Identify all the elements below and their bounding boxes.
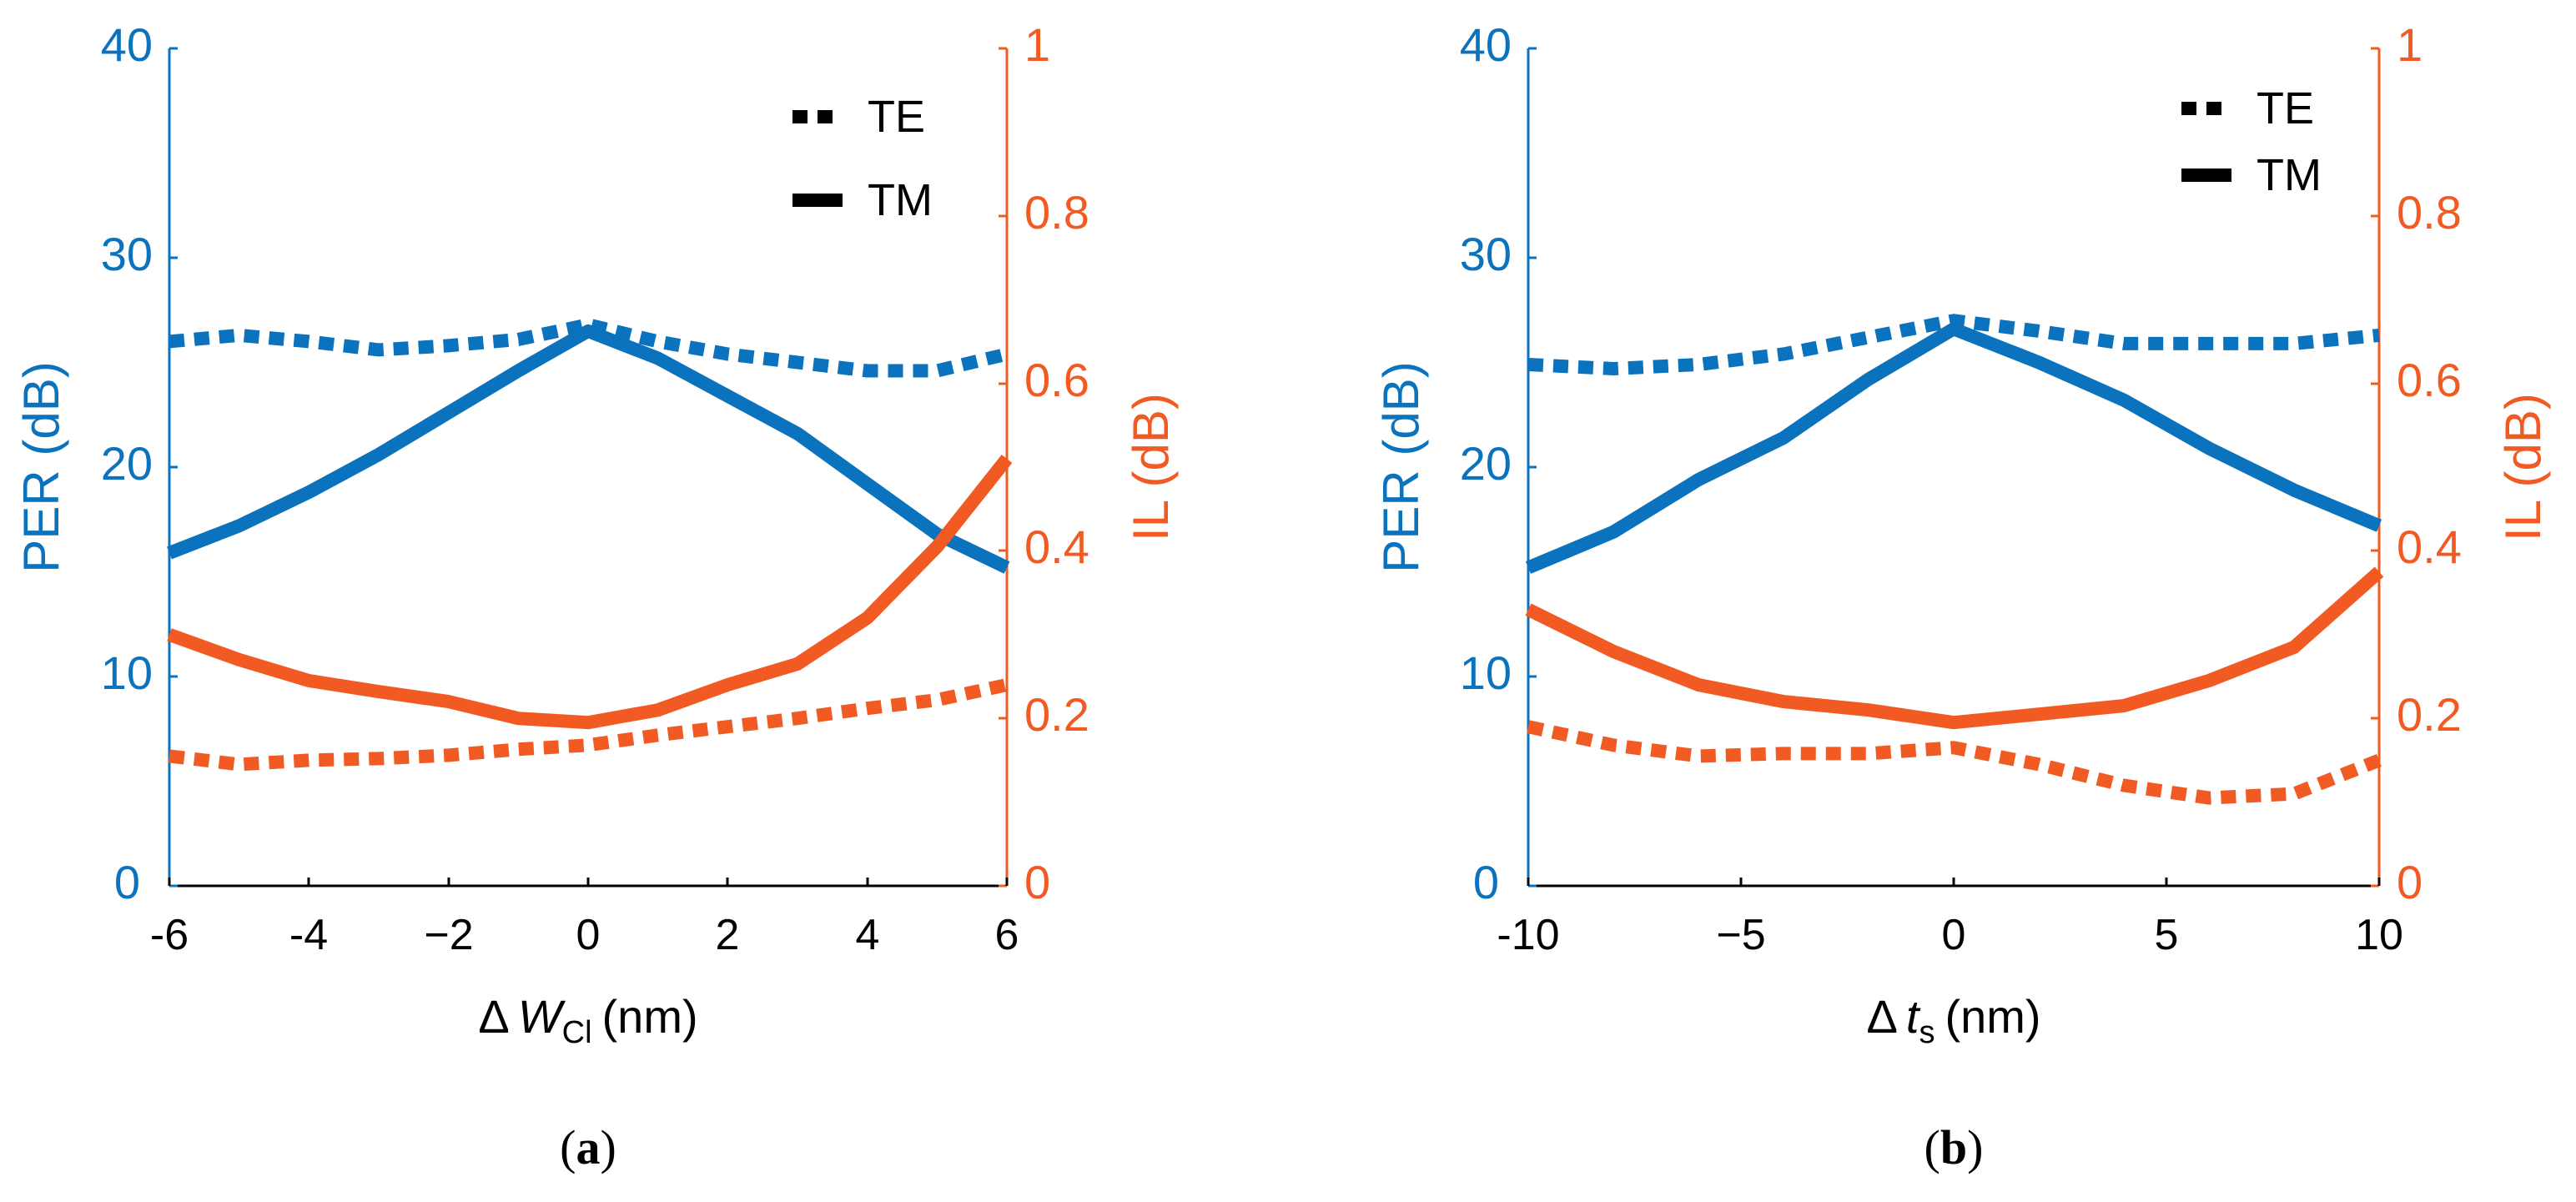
panel-a-x-tick-label: −2 [424, 911, 473, 959]
panel-a-x-axis-label: Δ WCl (nm) [478, 990, 697, 1050]
panel-b-legend-tm-label: TM [2257, 150, 2322, 200]
panel-a-left-tick-label: 40 [101, 18, 153, 71]
panel-b-right-tick-label: 1 [2397, 18, 2423, 71]
panel-a-per-te-line [169, 318, 1009, 378]
panel-b-x-tick-label: 0 [1942, 911, 1966, 959]
panel-b-x-tick-label: −5 [1716, 911, 1765, 959]
panel-a-per-axis-label: PER (dB) [13, 361, 69, 572]
panel-b-left-tick-label: 20 [1460, 437, 1512, 490]
panel-a-x-ticks: -6 -4 −2 0 2 4 6 [150, 878, 1019, 959]
panel-a-left-tick-label: 20 [101, 437, 153, 490]
panel-a-right-tick-label: 0.6 [1024, 354, 1089, 406]
panel-b-right-tick-label: 0.6 [2397, 354, 2462, 406]
panel-b: 0 10 20 30 40 0 0.2 0.4 0.6 0.8 1 - [1373, 18, 2551, 1174]
panel-a-il-te-line [169, 678, 1009, 772]
panel-b-x-label-prefix: Δ [1866, 990, 1897, 1043]
panel-b-x-label-sub: s [1919, 1015, 1935, 1050]
panel-a-x-label-prefix: Δ [478, 990, 509, 1043]
panel-a-right-tick-label: 0.8 [1024, 186, 1089, 239]
panel-a-left-ticks: 0 10 20 30 40 [101, 18, 178, 908]
panel-a-legend-tm-label: TM [868, 175, 933, 225]
panel-b-per-axis-label: PER (dB) [1373, 361, 1429, 572]
panel-a-plot-lines [167, 318, 1013, 772]
panel-b-left-tick-label: 30 [1460, 228, 1512, 280]
panel-b-il-tm-line [1525, 566, 2384, 730]
panel-a-legend-te-label: TE [868, 92, 925, 142]
panel-b-x-tick-label: 5 [2155, 911, 2179, 959]
panel-b-x-label-var: t [1906, 990, 1921, 1043]
panel-b-caption-open: ( [1924, 1120, 1940, 1174]
panel-a-per-tm-line [167, 324, 1010, 574]
panel-b-left-tick-label: 10 [1460, 646, 1512, 699]
panel-a-x-label-unit: (nm) [602, 990, 698, 1043]
panel-b-per-te-line [1527, 314, 2380, 375]
panel-b-legend: TE TM [2181, 83, 2322, 200]
panel-a-left-tick-label: 0 [114, 856, 140, 908]
panel-a-legend: TE TM [792, 92, 933, 225]
panel-b-left-tick-label: 40 [1460, 18, 1512, 71]
panel-a-x-tick-label: -6 [150, 911, 189, 959]
panel-a-caption-letter: a [576, 1120, 601, 1174]
panel-a-x-label-sub: Cl [562, 1015, 592, 1050]
panel-b-il-te-line [1527, 720, 2382, 805]
panel-b-right-tick-label: 0.4 [2397, 521, 2462, 573]
panel-a-right-tick-label: 0.2 [1024, 688, 1089, 741]
panel-a-x-tick-label: 6 [995, 911, 1019, 959]
panel-b-x-tick-label: -10 [1497, 911, 1559, 959]
panel-b-legend-te-label: TE [2257, 83, 2314, 133]
panel-a: 0 10 20 30 40 0 0.2 0.4 0.6 0.8 1 [13, 18, 1179, 1174]
panel-b-left-ticks: 0 10 20 30 40 [1460, 18, 1537, 908]
panel-b-right-tick-label: 0 [2397, 856, 2423, 908]
panel-a-il-axis-label: IL (dB) [1123, 393, 1179, 541]
panel-a-caption: (a) [560, 1120, 616, 1174]
panel-b-x-ticks: -10 −5 0 5 10 [1497, 878, 2403, 959]
panel-b-il-axis-label: IL (dB) [2495, 393, 2551, 541]
panel-a-caption-close: ) [601, 1120, 616, 1174]
panel-b-left-tick-label: 0 [1473, 856, 1499, 908]
panel-a-left-tick-label: 10 [101, 646, 153, 699]
panel-b-x-label-unit: (nm) [1945, 990, 2040, 1043]
panel-b-right-ticks: 0 0.2 0.4 0.6 0.8 1 [2371, 18, 2462, 908]
panel-b-caption-letter: b [1940, 1120, 1967, 1174]
panel-b-x-tick-label: 10 [2355, 911, 2403, 959]
panel-a-x-tick-label: 4 [856, 911, 880, 959]
panel-a-x-tick-label: 0 [576, 911, 601, 959]
panel-a-x-label-var: W [518, 990, 566, 1043]
panel-b-plot-lines [1525, 314, 2384, 805]
panel-b-right-tick-label: 0.2 [2397, 688, 2462, 741]
panel-b-per-tm-line [1525, 322, 2382, 574]
panel-b-caption: (b) [1924, 1120, 1984, 1174]
panel-a-il-tm-line [167, 455, 1013, 730]
panel-a-right-tick-label: 0 [1024, 856, 1050, 908]
panel-a-right-tick-label: 1 [1024, 18, 1050, 71]
panel-a-x-tick-label: -4 [289, 911, 328, 959]
panel-a-left-tick-label: 30 [101, 228, 153, 280]
panel-b-right-tick-label: 0.8 [2397, 186, 2462, 239]
panel-a-x-tick-label: 2 [716, 911, 740, 959]
panel-a-right-tick-label: 0.4 [1024, 521, 1089, 573]
panel-a-right-ticks: 0 0.2 0.4 0.6 0.8 1 [999, 18, 1089, 908]
panel-a-caption-open: ( [560, 1120, 576, 1174]
panel-b-caption-close: ) [1967, 1120, 1983, 1174]
